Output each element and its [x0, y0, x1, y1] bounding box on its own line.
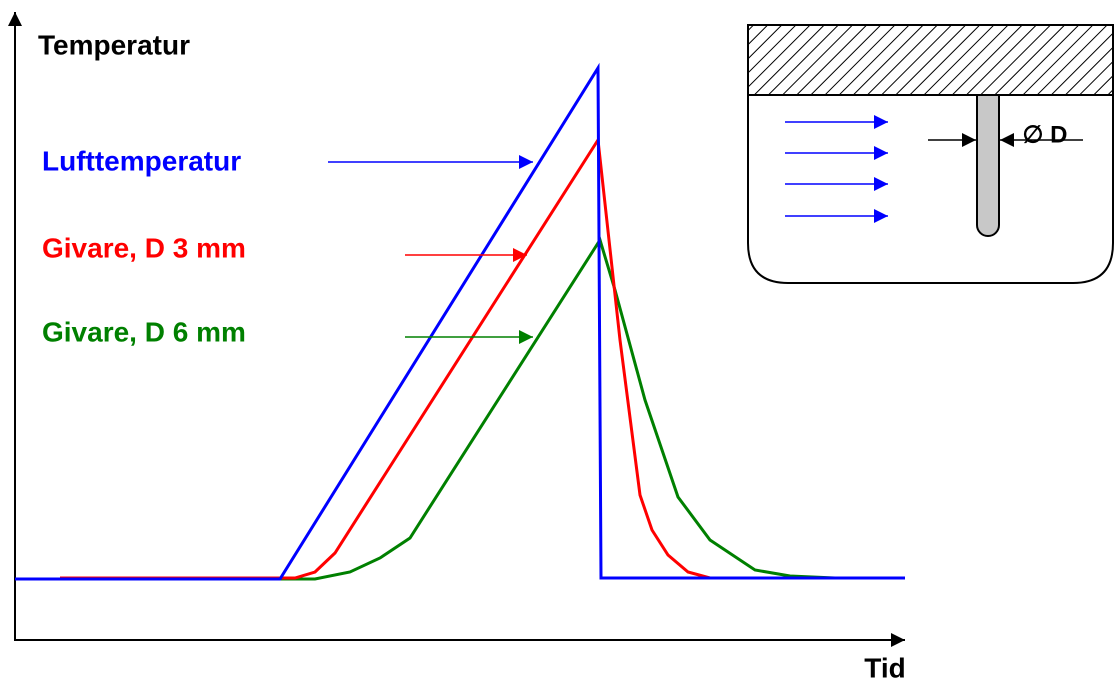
air-temperature-curve [15, 62, 905, 581]
inset-frame [747, 24, 1114, 284]
curve-label: Lufttemperatur [42, 145, 241, 176]
x-axis-label: Tid [864, 652, 905, 683]
curve-label: Givare, D 3 mm [42, 232, 246, 263]
probe [976, 94, 1000, 237]
sensor-3mm-curve [60, 135, 878, 580]
hatched-wall [748, 25, 1113, 95]
curve-label: Givare, D 6 mm [42, 316, 246, 347]
dimension-label: ∅ D [1023, 121, 1068, 148]
y-axis-label: Temperatur [38, 29, 190, 60]
inset: ∅ D [747, 24, 1114, 284]
sensor-6mm-curve [100, 236, 836, 581]
